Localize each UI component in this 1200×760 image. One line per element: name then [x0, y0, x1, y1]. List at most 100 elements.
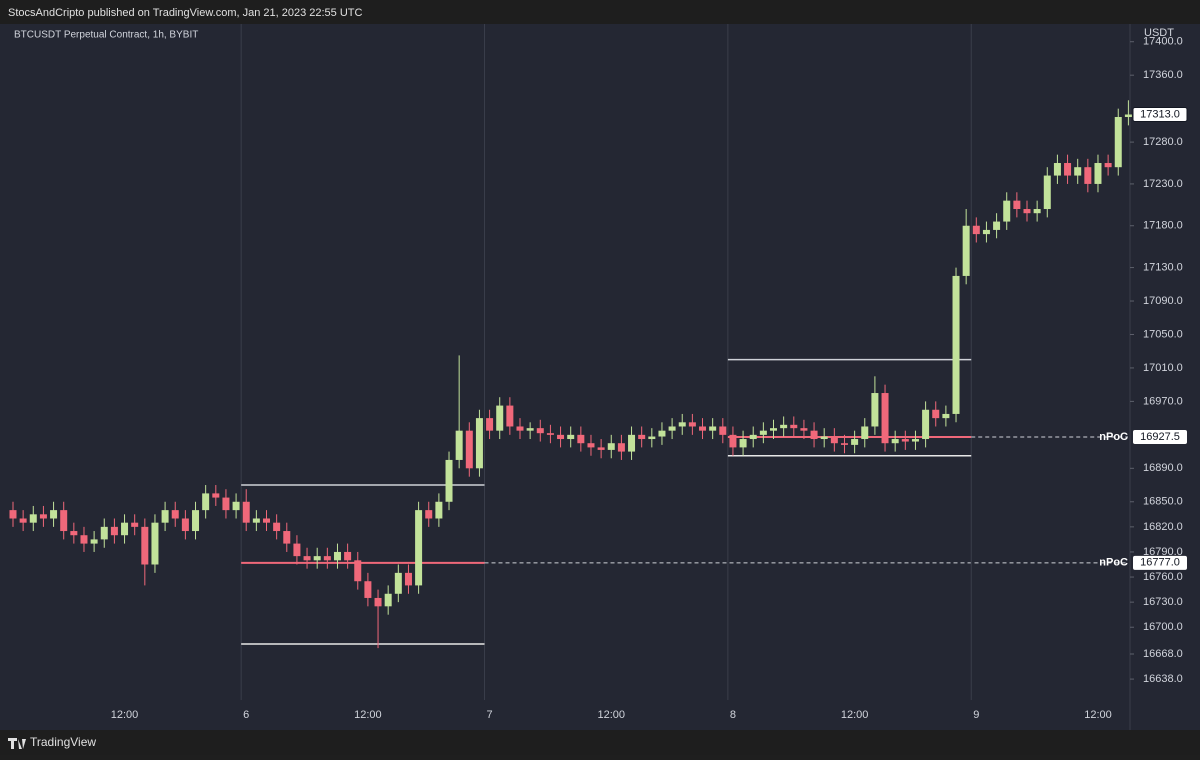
y-tick-label: 17090.0	[1143, 295, 1183, 307]
candle-body	[780, 424, 788, 429]
candle-body	[323, 556, 331, 561]
candle-body	[202, 493, 210, 511]
y-tick-label: 16668.0	[1143, 648, 1183, 660]
candle-body	[536, 428, 544, 434]
y-tick-label: 16730.0	[1143, 596, 1183, 608]
y-tick-label: 16850.0	[1143, 496, 1183, 508]
last-price-box	[1132, 106, 1188, 122]
candle-body	[982, 229, 990, 235]
candle-body	[293, 543, 301, 557]
candle-body	[567, 434, 575, 440]
candle-body	[435, 501, 443, 519]
y-tick-label: 16970.0	[1143, 395, 1183, 407]
candle-body	[932, 409, 940, 419]
candle-body	[830, 436, 838, 444]
candle-body	[840, 443, 848, 445]
y-tick-label: 16638.0	[1143, 673, 1183, 685]
candle-body	[638, 434, 646, 440]
y-tick-label: 17400.0	[1143, 36, 1183, 48]
logo-icon	[8, 738, 26, 749]
candle-body	[1064, 163, 1072, 176]
candle-body	[1023, 209, 1031, 214]
candle-body	[394, 572, 402, 594]
y-tick-label: 16700.0	[1143, 621, 1183, 633]
candle-body	[617, 443, 625, 452]
candle-body	[851, 439, 859, 445]
candle-body	[770, 428, 777, 431]
candle-body	[577, 434, 585, 444]
y-tick-label: 17280.0	[1143, 136, 1183, 148]
candle-body	[506, 405, 514, 427]
candle-body	[881, 393, 889, 444]
candle-body	[546, 433, 554, 435]
candle-body	[790, 424, 798, 429]
poc-price-label: 16777.0	[1140, 557, 1180, 569]
candle-body	[161, 510, 169, 523]
header-text: StocsAndCripto published on TradingView.…	[8, 7, 363, 19]
candle-body	[557, 434, 565, 440]
last-price-label: 17313.0	[1140, 108, 1180, 120]
candle-body	[475, 418, 483, 469]
candle-body	[364, 581, 372, 598]
y-tick-label: 17010.0	[1143, 362, 1183, 374]
candle-body	[597, 447, 605, 450]
candle-body	[526, 428, 534, 431]
poc-price-box	[1133, 429, 1187, 444]
x-tick-label: 6	[243, 709, 249, 721]
y-tick-label: 17360.0	[1143, 69, 1183, 81]
candle-body	[1033, 209, 1041, 214]
candle-body	[273, 522, 281, 532]
candle-body	[100, 526, 108, 540]
footer-brand: TradingView	[30, 735, 96, 749]
candle-body	[972, 225, 980, 235]
candle-body	[688, 422, 696, 427]
y-tick-label: 16820.0	[1143, 521, 1183, 533]
y-tick-label: 17130.0	[1143, 261, 1183, 273]
candle-body	[648, 436, 656, 440]
candle-body	[1043, 175, 1051, 210]
x-tick-label: 8	[730, 709, 736, 721]
candle-body	[110, 526, 118, 536]
y-tick-label: 17230.0	[1143, 178, 1183, 190]
x-tick-label: 12:00	[1084, 709, 1112, 721]
candle-body	[80, 535, 88, 544]
candle-body	[709, 426, 717, 431]
candle-body	[212, 493, 220, 498]
candle-body	[50, 510, 58, 519]
candle-body	[425, 510, 433, 519]
candle-body	[922, 409, 930, 440]
candle-body	[283, 531, 291, 544]
candle-body	[455, 430, 463, 460]
poc-name: nPoC	[1099, 557, 1128, 569]
candle-body	[678, 422, 686, 427]
candle-body	[699, 426, 707, 431]
candle-body	[19, 518, 27, 523]
candle-body	[759, 430, 767, 435]
candle-body	[121, 522, 129, 536]
candle-body	[242, 501, 250, 523]
candle-body	[70, 531, 78, 536]
candle-body	[1124, 114, 1132, 118]
candle-body	[668, 426, 676, 431]
candle-body	[901, 439, 909, 442]
candle-body	[384, 593, 392, 607]
candle-body	[658, 430, 666, 437]
candle-body	[90, 539, 98, 544]
y-tick-label: 16890.0	[1143, 462, 1183, 474]
x-tick-label: 12:00	[354, 709, 382, 721]
candle-body	[60, 510, 68, 532]
candle-body	[222, 497, 230, 511]
candle-body	[891, 439, 899, 444]
candle-body	[607, 443, 615, 450]
candle-body	[303, 556, 311, 561]
y-axis-label: USDT	[1144, 27, 1174, 39]
y-tick-label: 16790.0	[1143, 546, 1183, 558]
footer-bar	[0, 730, 1200, 755]
candle-body	[374, 597, 382, 607]
candle-body	[871, 393, 879, 427]
candle-body	[729, 434, 737, 448]
candle-body	[496, 405, 504, 431]
candle-body	[465, 430, 473, 469]
